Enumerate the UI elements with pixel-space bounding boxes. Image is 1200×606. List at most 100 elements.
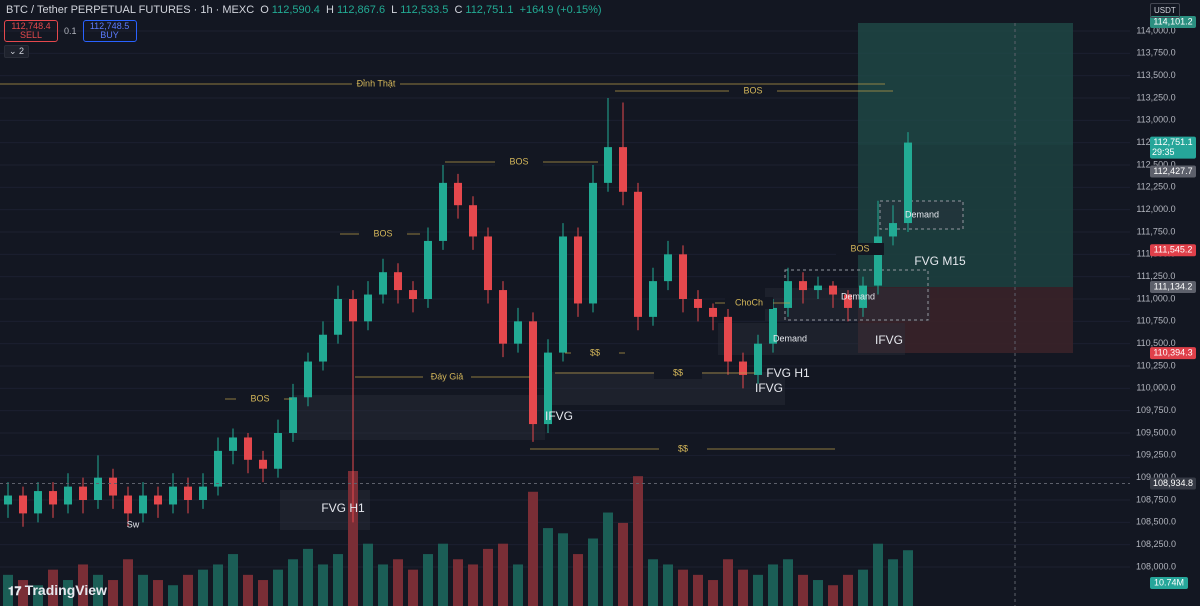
candle-body <box>229 437 237 451</box>
volume-bar <box>138 574 148 606</box>
indicators-toggle[interactable]: ⌄ 2 <box>4 45 30 58</box>
label-bg <box>236 393 284 405</box>
candle-body <box>289 397 297 433</box>
value: 112,590.4 <box>271 4 320 16</box>
label: O <box>260 4 269 16</box>
volume-bar <box>618 522 628 606</box>
volume-bar <box>798 574 808 606</box>
volume-bar <box>708 580 718 606</box>
volume-bar <box>303 548 313 606</box>
volume-bar <box>558 533 568 606</box>
volume-bar <box>903 550 913 606</box>
candle-body <box>724 316 732 362</box>
price-tick-label: 110,250.0 <box>1136 360 1175 370</box>
price-tick-label: 112,500.0 <box>1136 159 1175 169</box>
candle-body <box>394 272 402 291</box>
volume-bar <box>888 559 898 606</box>
legend: BTC / Tether PERPETUAL FUTURES · 1h · ME… <box>6 4 605 16</box>
price-tick-label: 110,500.0 <box>1136 338 1175 348</box>
volume-bar <box>543 528 553 606</box>
price: 112,748.5 <box>89 21 130 31</box>
candle-body <box>844 294 852 308</box>
volume-bar <box>453 559 463 606</box>
price-tick-label: 108,000.0 <box>1136 561 1176 571</box>
volume-bar <box>243 574 253 606</box>
volume-bar <box>528 491 538 606</box>
change: +164.9 (+0.15%) <box>519 4 602 16</box>
annotation: Sw <box>127 519 140 529</box>
volume-bar <box>723 559 733 606</box>
volume-bar <box>768 564 778 606</box>
sell-button[interactable]: 112,748.4 SELL <box>4 20 58 42</box>
candle-body <box>304 361 312 398</box>
volume-bar <box>603 512 613 606</box>
candle-body <box>109 477 117 496</box>
price-marker-label: 108,934.8 <box>1153 478 1193 488</box>
volume-bar <box>408 569 418 606</box>
price-marker <box>1150 136 1196 159</box>
label-bg <box>836 243 884 255</box>
price-marker-label: 114,101.2 <box>1153 16 1192 26</box>
annotation: Đỉnh Thật <box>357 78 396 88</box>
countdown: 29:35 <box>1152 147 1175 157</box>
annotation: IFVG <box>875 333 903 347</box>
price-marker-label: 111,134.2 <box>1154 281 1193 291</box>
label-bg <box>654 367 702 379</box>
zone-outline <box>879 200 964 230</box>
candle-body <box>259 459 267 469</box>
candle-body <box>184 486 192 500</box>
volume-bar <box>78 564 88 606</box>
volume-bar <box>168 585 178 606</box>
volume-bar <box>633 476 643 606</box>
annotation: ChoCh <box>735 297 763 307</box>
candle-body <box>334 299 342 335</box>
volume-bar <box>513 564 523 606</box>
candle-body <box>619 147 627 192</box>
price-tick-label: 111,750.0 <box>1137 226 1176 236</box>
annotation: Demand <box>905 209 939 219</box>
annotation: $$ <box>678 443 688 453</box>
price-tick-label: 109,250.0 <box>1136 450 1176 460</box>
candle-body <box>769 307 777 344</box>
volume-bar <box>873 543 883 606</box>
volume-bar <box>93 574 103 606</box>
volume-marker-label: 10.74M <box>1154 577 1184 587</box>
candle-body <box>214 450 222 487</box>
candle-body <box>859 285 867 308</box>
currency-button[interactable]: USDT <box>1150 3 1180 18</box>
annotation: Demand <box>841 291 875 301</box>
volume-bar <box>213 564 223 606</box>
volume-bar <box>753 574 763 606</box>
volume-bar <box>273 569 283 606</box>
price-marker <box>1150 347 1196 360</box>
volume-bar <box>378 564 388 606</box>
price-tick-label: 114,000.0 <box>1136 25 1175 35</box>
label: C <box>454 4 463 16</box>
price-tick-label: 112,000.0 <box>1136 204 1175 214</box>
buy-button[interactable]: 112,748.5 BUY <box>82 20 137 42</box>
candle-body <box>49 491 57 505</box>
volume-bar <box>678 569 688 606</box>
candle-body <box>709 307 717 317</box>
annotation: IFVG <box>755 381 783 395</box>
price-tick-label: 110,000.0 <box>1136 383 1175 393</box>
annotation: $$ <box>590 347 600 357</box>
volume-marker <box>1150 577 1188 589</box>
candle-body <box>754 343 762 375</box>
volume-bar <box>153 580 163 606</box>
candle-body <box>64 486 72 505</box>
label-bg <box>495 156 543 168</box>
price-tick-label: 109,750.0 <box>1136 405 1176 415</box>
profit-zone <box>858 145 1073 287</box>
price-tick-label: 108,500.0 <box>1136 517 1176 527</box>
candle-body <box>544 352 552 425</box>
candle-body <box>79 486 87 500</box>
price-tick-label: 113,500.0 <box>1136 70 1175 80</box>
volume-bar <box>573 554 583 606</box>
stop-zone <box>858 287 1073 353</box>
brand: 𝟏𝟕 TradingView <box>8 582 107 598</box>
volume-bar <box>198 569 208 606</box>
price-marker <box>1150 15 1196 28</box>
